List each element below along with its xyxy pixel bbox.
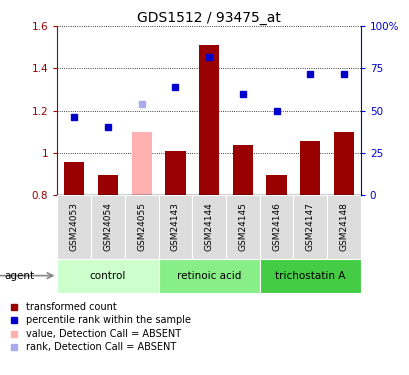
Bar: [192, 195, 225, 259]
Bar: [57, 259, 158, 292]
Bar: [158, 195, 192, 259]
Text: GSM24144: GSM24144: [204, 202, 213, 251]
Bar: [299, 141, 319, 195]
Text: GSM24146: GSM24146: [271, 202, 280, 251]
Text: agent: agent: [4, 271, 34, 280]
Bar: [131, 132, 151, 195]
Text: trichostatin A: trichostatin A: [274, 271, 344, 280]
Text: rank, Detection Call = ABSENT: rank, Detection Call = ABSENT: [26, 342, 176, 352]
Bar: [266, 175, 286, 195]
Text: GSM24145: GSM24145: [238, 202, 247, 251]
Text: GSM24148: GSM24148: [339, 202, 348, 251]
Bar: [165, 151, 185, 195]
Bar: [198, 45, 219, 195]
Text: percentile rank within the sample: percentile rank within the sample: [26, 315, 191, 325]
Bar: [57, 195, 91, 259]
Text: transformed count: transformed count: [26, 302, 117, 312]
Bar: [259, 259, 360, 292]
Text: GSM24055: GSM24055: [137, 202, 146, 251]
Bar: [91, 195, 124, 259]
Bar: [225, 195, 259, 259]
Text: GSM24053: GSM24053: [70, 202, 79, 251]
Bar: [259, 195, 293, 259]
Text: control: control: [90, 271, 126, 280]
Bar: [232, 146, 252, 195]
Bar: [98, 175, 118, 195]
Title: GDS1512 / 93475_at: GDS1512 / 93475_at: [137, 11, 280, 25]
Bar: [293, 195, 326, 259]
Text: GSM24054: GSM24054: [103, 202, 112, 251]
Bar: [333, 132, 353, 195]
Text: GSM24147: GSM24147: [305, 202, 314, 251]
Bar: [124, 195, 158, 259]
Text: retinoic acid: retinoic acid: [176, 271, 241, 280]
Text: value, Detection Call = ABSENT: value, Detection Call = ABSENT: [26, 329, 181, 339]
Text: GSM24143: GSM24143: [171, 202, 180, 251]
Bar: [158, 259, 259, 292]
Bar: [326, 195, 360, 259]
Bar: [64, 162, 84, 195]
